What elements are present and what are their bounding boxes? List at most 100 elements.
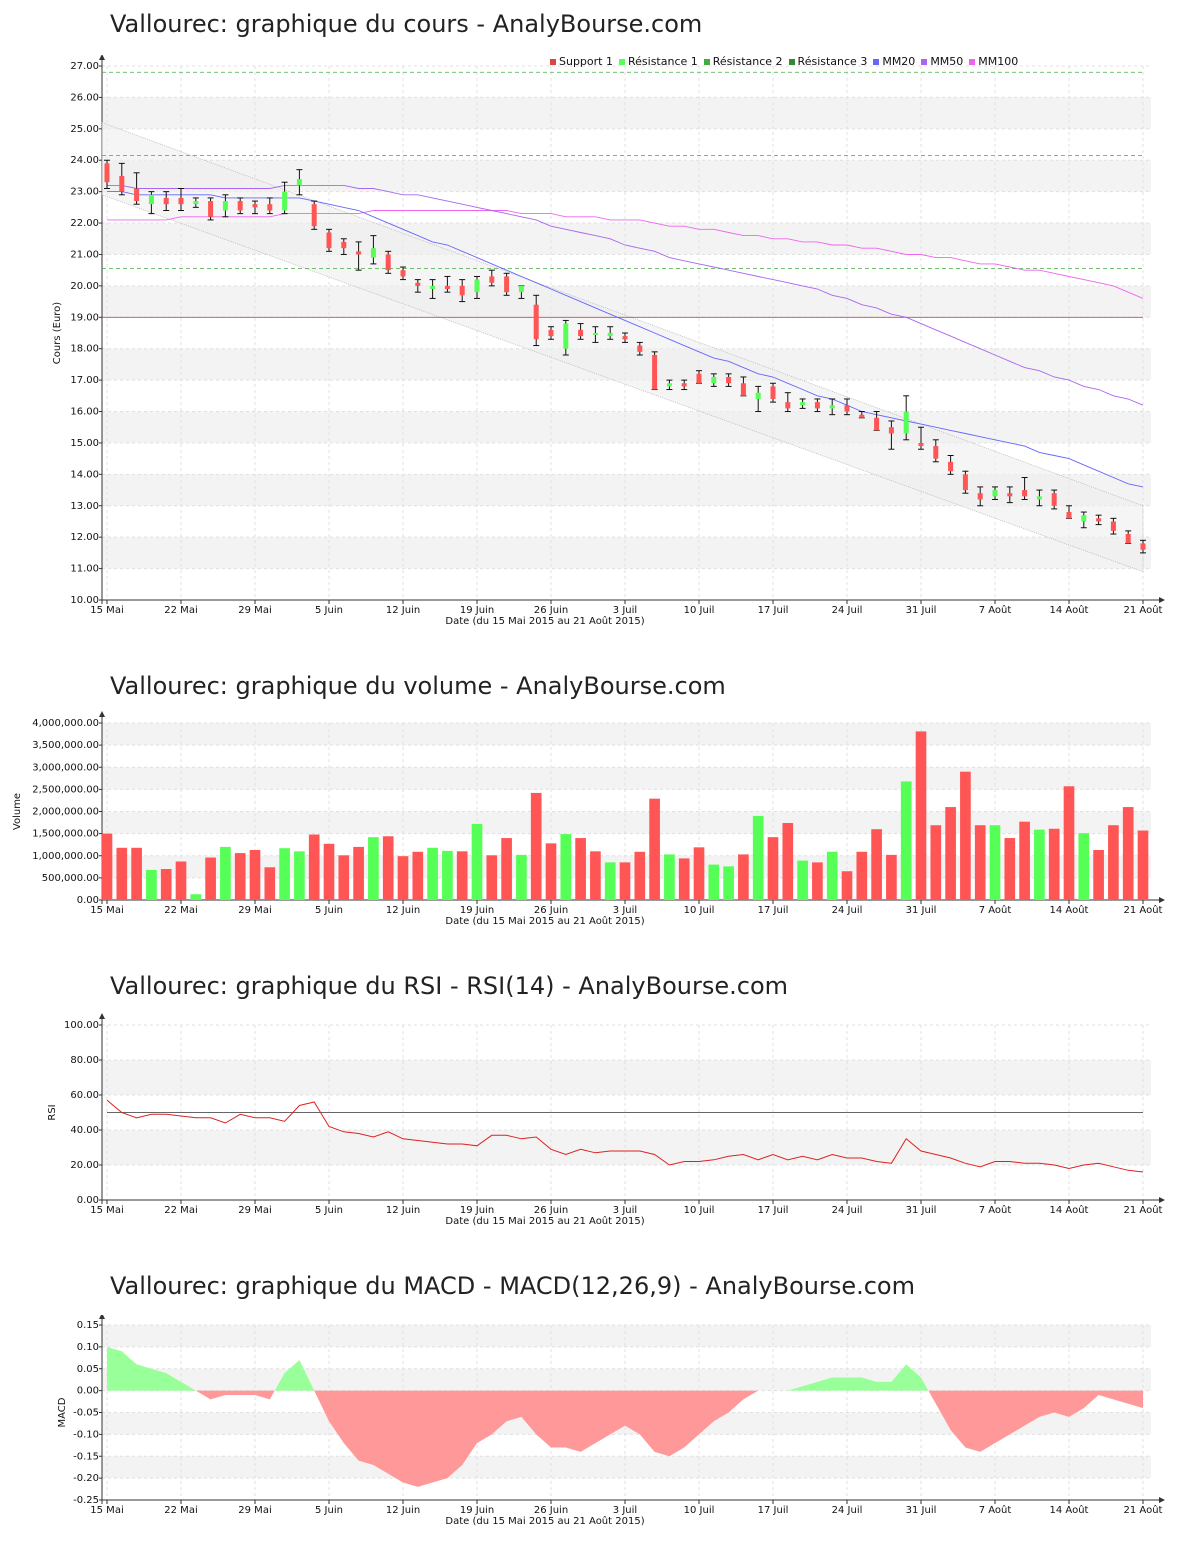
legend-label: MM100 [978,55,1019,68]
x-tick-label: 21 Août [1124,1504,1163,1516]
volume-bar [1093,849,1104,900]
candle-body [578,329,584,337]
y-tick-label: 10.00 [70,595,99,606]
y-tick-label: 13.00 [70,501,99,512]
candle-body [563,323,569,349]
volume-bar [812,862,823,900]
candle [1095,514,1102,526]
candle-body [1066,512,1072,519]
y-tick-label: -0.20 [73,1473,99,1484]
x-tick-label: 15 Mai [90,905,123,916]
candle [237,197,244,215]
candle-body [962,474,968,491]
volume-bar [308,834,320,900]
volume-bar [323,843,335,900]
candle-body [1036,496,1042,500]
x-tick-label: 5 Juin [315,1505,343,1516]
grid-band [102,97,1151,129]
candle-body [430,285,436,290]
grid-band [102,285,1151,318]
x-tick-label: 12 Juin [386,1505,420,1516]
x-tick-label: 7 Août [979,1504,1012,1516]
candle [266,197,273,215]
volume-bar [279,848,290,900]
x-tick-label: 26 Juin [534,1505,568,1516]
candle [918,426,924,450]
candle [148,191,155,215]
y-axis-arrow [99,55,105,60]
volume-bar [841,871,853,900]
candle [370,235,377,265]
candle [1051,489,1058,510]
grid-band [102,537,1151,569]
candle [740,376,747,397]
legend-swatch [921,59,928,65]
candle [207,197,214,221]
x-tick-label: 19 Juin [460,1505,494,1516]
candle [503,272,510,296]
volume-bar [412,851,424,900]
legend-label: Résistance 3 [797,55,868,68]
volume-bar [886,854,897,900]
x-tick-label: 7 Août [979,1204,1012,1216]
volume-bar [294,851,305,900]
x-tick-label: 22 Mai [164,605,197,616]
legend-swatch [618,59,625,65]
candle [932,439,939,463]
candle [459,279,466,303]
macd-panel: Vallourec: graphique du MACD - MACD(12,2… [0,1272,1200,1312]
candle [888,420,895,450]
x-tick-label: 29 Mai [238,605,271,616]
legend-swatch [873,59,880,65]
x-tick-label: 29 Mai [238,905,271,916]
x-tick-label: 19 Juin [460,905,494,916]
x-tick-label: 31 Juil [906,605,937,616]
y-axis-arrow [99,1013,105,1019]
candle-body [1096,518,1102,522]
candle-body [844,405,850,412]
grid-band [102,1060,1151,1095]
y-tick-label: 23.00 [70,187,99,198]
candle-body [444,285,450,290]
x-tick-label: 22 Mai [164,1505,197,1516]
legend-item: Résistance 1 [618,55,698,68]
grid-band [102,811,1151,834]
candle-body [1140,543,1146,550]
mm50-line [107,184,1144,406]
volume-bar [634,851,646,900]
candle-body [948,461,954,472]
candle-body [918,442,924,447]
candle-body [282,191,288,211]
volume-bar [826,851,838,900]
x-tick-label: 29 Mai [238,1505,271,1516]
candle [592,326,599,343]
y-tick-label: 21.00 [70,249,99,260]
y-tick-label: 100.00 [64,1020,99,1031]
candle [311,200,318,230]
volume-bar [1034,829,1045,900]
y-tick-label: 19.00 [70,312,99,323]
volume-bar [693,847,705,900]
candle [444,275,451,293]
x-tick-label: 7 Août [979,904,1012,916]
candle-body [637,345,643,352]
candle [829,398,836,416]
grid-band [102,1130,1151,1165]
volume-chart: 0.00 500,000.00 1,000,000.00 1,500,000.00 2,… [12,711,1165,927]
candle [222,194,229,218]
price-chart-title: Vallourec: graphique du cours - AnalyBou… [110,10,703,38]
x-tick-label: 22 Mai [164,905,197,916]
candle [488,269,495,287]
candle-body [1007,493,1013,497]
x-tick-label: 19 Juin [460,1205,494,1216]
candle [474,275,480,299]
candle [1006,486,1013,504]
candle [118,162,125,196]
y-tick-label: 0.10 [77,1342,99,1353]
candle [696,370,702,384]
y-axis-label: Volume [12,793,23,830]
candle-body [829,405,835,409]
x-tick-label: 10 Juil [684,1205,715,1216]
volume-bar [590,851,601,900]
legend-label: Résistance 2 [712,55,783,68]
